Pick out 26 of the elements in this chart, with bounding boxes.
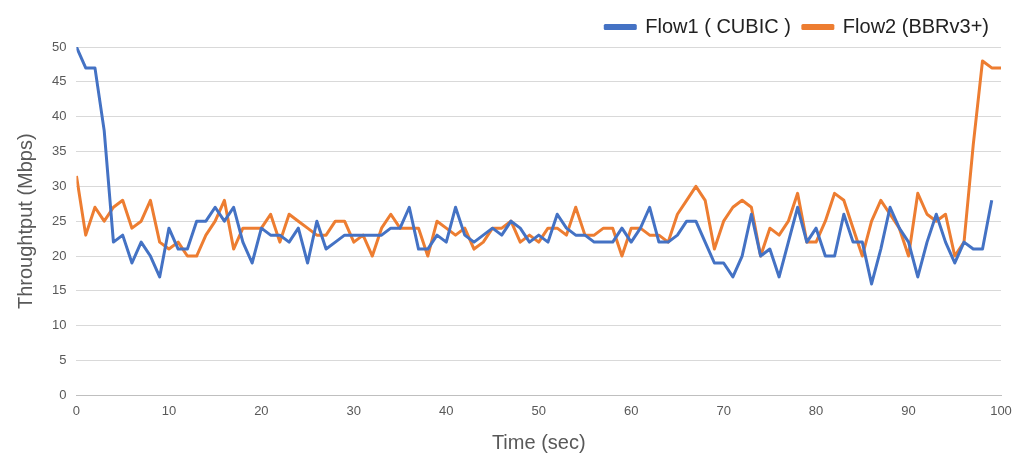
x-tick-label: 90 bbox=[901, 402, 916, 418]
x-tick-label: 0 bbox=[72, 402, 81, 418]
x-tick-label: 30 bbox=[346, 402, 362, 418]
x-tick-label: 70 bbox=[716, 402, 731, 418]
y-tick-label: 15 bbox=[51, 282, 67, 298]
y-tick-label: 50 bbox=[51, 38, 67, 54]
legend-label: Flow2 (BBRv3+) bbox=[842, 14, 989, 37]
x-tick-label: 40 bbox=[439, 402, 454, 418]
x-axis-title: Time (sec) bbox=[491, 430, 586, 453]
y-tick-label: 45 bbox=[51, 73, 67, 89]
x-tick-label: 10 bbox=[161, 402, 177, 418]
y-tick-label: 25 bbox=[51, 212, 67, 228]
y-tick-label: 10 bbox=[51, 317, 67, 333]
y-tick-label: 20 bbox=[51, 247, 67, 263]
x-tick-label: 80 bbox=[808, 402, 824, 418]
y-tick-label: 35 bbox=[51, 143, 67, 159]
x-tick-label: 20 bbox=[254, 402, 269, 418]
x-tick-label: 50 bbox=[531, 402, 546, 418]
x-tick-label: 60 bbox=[623, 402, 639, 418]
x-tick-label: 100 bbox=[990, 402, 1012, 418]
y-axis-title: Throughtput (Mbps) bbox=[13, 133, 36, 310]
legend-label: Flow1 ( CUBIC ) bbox=[645, 14, 791, 37]
y-tick-label: 5 bbox=[59, 352, 67, 368]
y-tick-label: 40 bbox=[51, 108, 67, 124]
y-tick-label: 0 bbox=[59, 386, 67, 402]
y-tick-label: 30 bbox=[51, 177, 67, 193]
